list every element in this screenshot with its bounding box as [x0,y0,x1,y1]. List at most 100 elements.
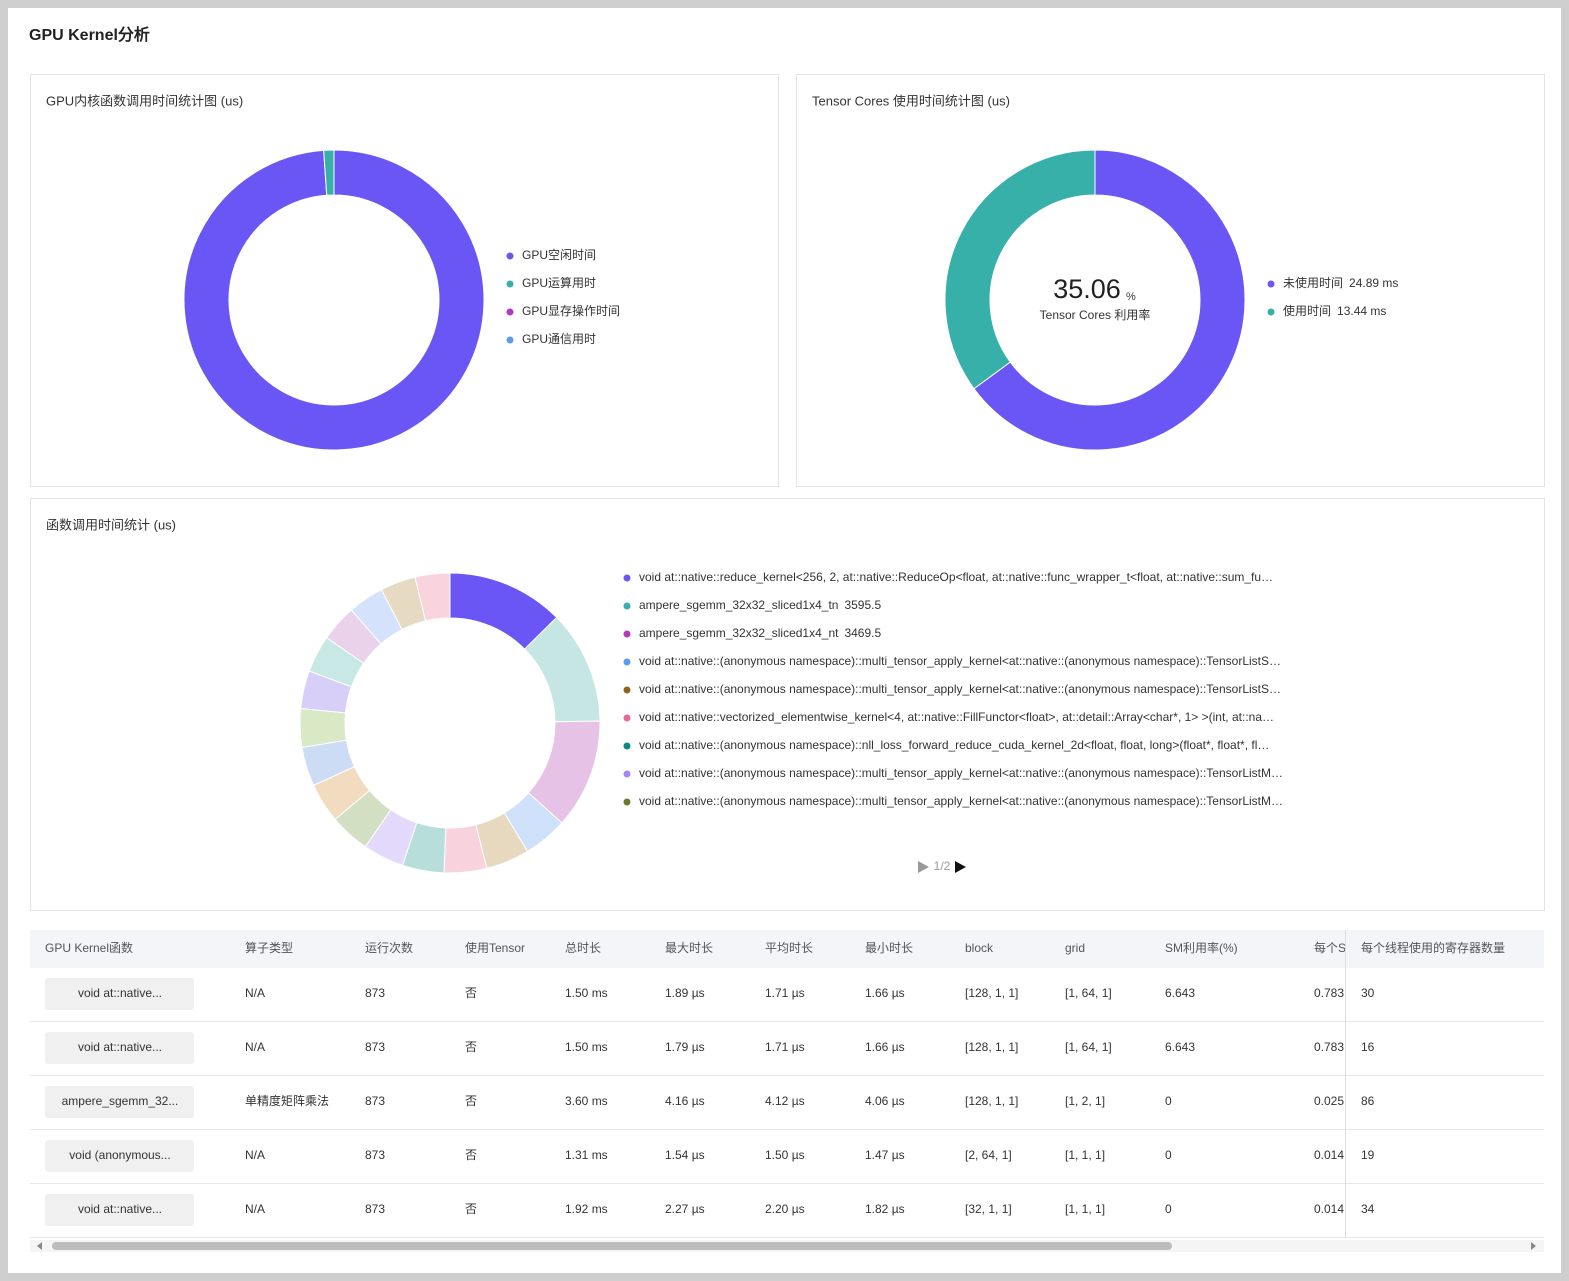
table-cell: 2.27 µs [665,1202,705,1216]
legend-label: void at::native::(anonymous namespace)::… [639,766,1283,780]
table-cell: 1.92 ms [565,1202,608,1216]
legend-label: GPU空闲时间 [522,248,596,262]
kernel-name: void (anonymous... [69,1148,170,1162]
kernel-name: void at::native... [78,1202,162,1216]
kernel-button[interactable] [45,1086,194,1118]
panel-title: 函数调用时间统计 (us) [46,517,176,532]
scroll-left[interactable] [37,1242,42,1250]
table-cell: 3.60 ms [565,1094,608,1108]
table-cell: 873 [365,1094,385,1108]
kernel-button[interactable] [45,978,194,1010]
column-header: block [965,941,994,955]
legend-label: GPU通信用时 [522,332,596,346]
table-cell: N/A [245,1148,265,1162]
legend-label: ampere_sgemm_32x32_sliced1x4_tn [639,598,838,612]
legend-label: void at::native::(anonymous namespace)::… [639,682,1281,696]
table-cell: 2.20 µs [765,1202,805,1216]
pie-slice [414,572,451,622]
legend-label: void at::native::(anonymous namespace)::… [639,794,1283,808]
table-cell: 873 [365,1148,385,1162]
pie-slice [944,149,1096,390]
table-cell: 否 [465,1040,477,1054]
column-header: GPU Kernel函数 [45,940,133,955]
table-cell: 1.66 µs [865,1040,905,1054]
legend-swatch [506,308,514,316]
table-cell: [128, 1, 1] [965,986,1018,1000]
table-cell: 0.014 [1314,1148,1344,1162]
table-cell: 否 [465,1148,477,1162]
table-cell: 4.06 µs [865,1094,905,1108]
legend-label: ampere_sgemm_32x32_sliced1x4_nt [639,626,839,640]
legend-value: 3595.5 [844,598,881,612]
table-cell: 0.783 [1314,986,1344,1000]
table-cell: [1, 64, 1] [1065,1040,1112,1054]
kernel-button[interactable] [45,1032,194,1064]
table-cell: 873 [365,1040,385,1054]
fixed-column-header [1345,930,1544,968]
table-cell: [2, 64, 1] [965,1148,1012,1162]
table-cell: 单精度矩阵乘法 [245,1093,329,1108]
table-cell: 0.025 [1314,1094,1344,1108]
table-cell: [32, 1, 1] [965,1202,1012,1216]
table-cell: 0.014 [1314,1202,1344,1216]
kernel-name: void at::native... [78,1040,162,1054]
legend-swatch [1267,308,1275,316]
column-header: 使用Tensor [465,940,525,955]
legend-swatch [623,742,631,750]
legend-label: void at::native::(anonymous namespace)::… [639,654,1281,668]
prev-page-arrow[interactable] [918,861,929,873]
pie-slice [299,707,347,749]
table-cell: 1.50 µs [765,1148,805,1162]
scrollbar-thumb[interactable] [52,1242,1172,1250]
legend-label: void at::native::(anonymous namespace)::… [639,738,1269,752]
table-cell: 1.50 ms [565,1040,608,1054]
legend-label: 使用时间 [1283,303,1331,318]
pie-slice [183,149,485,451]
legend-value: 3469.5 [844,626,881,640]
legend-swatch [623,798,631,806]
legend-label: GPU运算用时 [522,275,596,290]
table-cell: [128, 1, 1] [965,1094,1018,1108]
legend-label: 未使用时间 [1283,275,1343,290]
table-cell: 6.643 [1165,986,1195,1000]
table-cell: 873 [365,1202,385,1216]
table-cell: 86 [1361,1094,1375,1108]
column-header: 运行次数 [365,940,413,955]
column-header: grid [1065,941,1085,955]
center-label: Tensor Cores 利用率 [1040,307,1151,322]
scroll-right[interactable] [1531,1242,1536,1250]
legend-swatch [623,770,631,778]
table-cell: 4.16 µs [665,1094,705,1108]
pie-slice [973,149,1246,451]
table-cell: 0 [1165,1094,1172,1108]
table-cell: N/A [245,986,265,1000]
table-cell: 否 [465,986,477,1000]
table-cell: 30 [1361,986,1375,1000]
kernel-name: ampere_sgemm_32... [62,1094,179,1108]
kernel-button[interactable] [45,1140,194,1172]
legend-page: 1/2 [934,859,951,873]
legend-swatch [623,630,631,638]
table-cell: 否 [465,1202,477,1216]
center-value: 35.06 [1053,274,1121,304]
legend-swatch [623,658,631,666]
column-header: 每个S [1314,940,1346,955]
legend-swatch [506,252,514,260]
column-header: 最大时长 [665,941,713,955]
column-header: 最小时长 [865,941,913,955]
panel [30,498,1545,911]
table-cell: [1, 64, 1] [1065,986,1112,1000]
table-header [30,930,1544,968]
next-page-arrow[interactable] [955,861,966,873]
legend-value: 13.44 ms [1337,304,1386,318]
table-cell: [1, 1, 1] [1065,1148,1105,1162]
table-cell: 1.89 µs [665,986,705,1000]
kernel-button[interactable] [45,1194,194,1226]
table-cell: 1.71 µs [765,1040,805,1054]
center-unit: % [1126,291,1136,303]
legend-value: 24.89 ms [1349,276,1398,290]
table-cell: 0 [1165,1148,1172,1162]
legend-label: GPU显存操作时间 [522,303,620,318]
